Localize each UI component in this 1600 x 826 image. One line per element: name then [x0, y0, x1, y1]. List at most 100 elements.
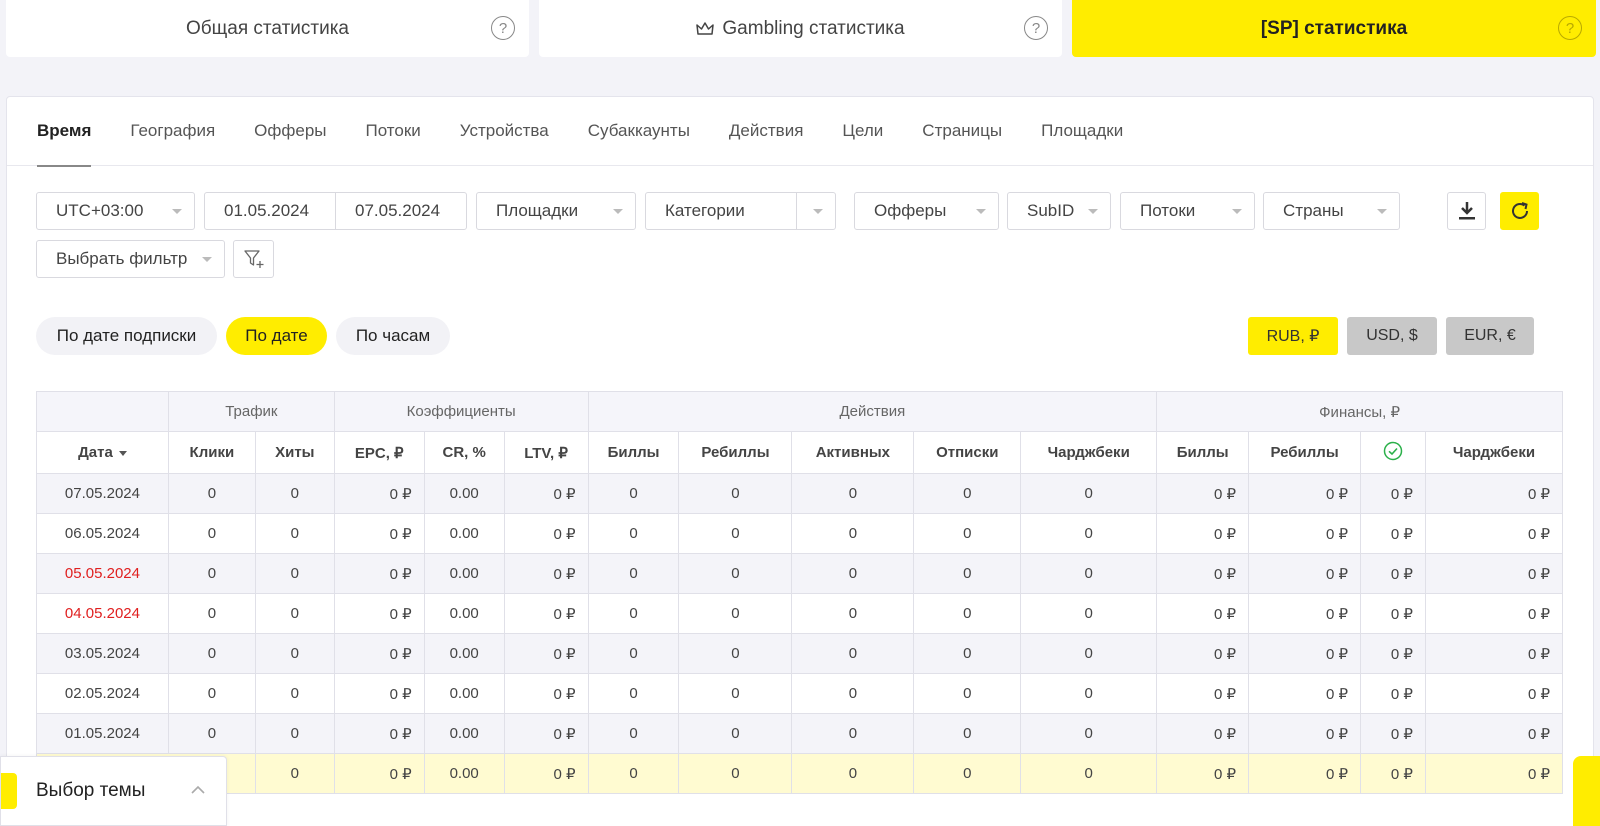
table-cell: 0 — [678, 593, 793, 634]
side-widget-tab[interactable] — [1573, 756, 1600, 826]
currency-eur-button[interactable]: EUR, € — [1446, 317, 1534, 355]
table-row: 06.05.2024 0 0 0 ₽0.00 0 ₽0 0 0 0 0 0 ₽0 ₽0 ₽0 ₽ — [36, 513, 1564, 554]
platforms-value: Площадки — [496, 201, 579, 220]
table-row: 07.05.2024 0 0 0 ₽0.00 0 ₽0 0 0 0 0 0 ₽0 ₽0 ₽0 ₽ — [36, 473, 1564, 514]
table-cell: 0 — [678, 473, 793, 514]
cell-date: 04.05.2024 — [36, 593, 169, 634]
currency-usd-button[interactable]: USD, $ — [1347, 317, 1437, 355]
table-cell: 0 — [913, 553, 1022, 594]
countries-value: Страны — [1283, 201, 1344, 220]
table-cell: 0 — [167, 673, 256, 714]
col-chargebacks[interactable]: Чарджбеки — [1020, 431, 1158, 474]
col-cr[interactable]: CR, % — [423, 431, 505, 474]
table-cell: 0 ₽ — [1156, 713, 1250, 754]
chevron-up-icon[interactable] — [190, 785, 206, 795]
table-cell: 0 ₽ — [1360, 513, 1426, 554]
table-cell: 0 ₽ — [503, 553, 589, 594]
timezone-value: UTC+03:00 — [56, 201, 144, 220]
subtab-actions[interactable]: Действия — [728, 121, 804, 140]
table-cell: 0 — [1020, 673, 1158, 714]
subtab-offers[interactable]: Офферы — [254, 121, 327, 140]
col-bills[interactable]: Биллы — [587, 431, 680, 474]
group-by-subscription-date[interactable]: По дате подписки — [36, 317, 217, 355]
col-active[interactable]: Активных — [791, 431, 915, 474]
table-row: 02.05.2024 0 0 0 ₽0.00 0 ₽0 0 0 0 0 0 ₽0 ₽0 ₽0 ₽ — [36, 673, 1564, 714]
subid-select[interactable]: SubID — [1007, 192, 1111, 230]
subtab-goals[interactable]: Цели — [842, 121, 884, 140]
col-fin-rebills[interactable]: Ребиллы — [1248, 431, 1362, 474]
refresh-icon — [1511, 202, 1528, 219]
refresh-button[interactable] — [1500, 192, 1539, 230]
table-cell: 0 — [791, 473, 915, 514]
theme-selector-label: Выбор темы — [36, 780, 146, 801]
tab-sp-stats[interactable]: [SP] статистика ? — [1072, 0, 1596, 57]
date-to-value: 07.05.2024 — [355, 201, 441, 220]
table-cell: 0 ₽ — [1248, 593, 1362, 634]
check-circle-icon — [1383, 441, 1403, 460]
total-cell: 0.00 — [423, 753, 505, 794]
help-icon[interactable]: ? — [1558, 16, 1582, 40]
total-cell: 0 — [587, 753, 680, 794]
group-actions: Действия — [587, 391, 1158, 432]
tab-label: [SP] статистика — [1260, 17, 1408, 39]
col-fin-chargebacks[interactable]: Чарджбеки — [1424, 431, 1564, 474]
theme-selector[interactable]: Выбор темы — [0, 756, 227, 826]
table-cell: 0 ₽ — [1360, 633, 1426, 674]
table-cell: 0.00 — [423, 593, 505, 634]
table-cell: 0 ₽ — [1156, 673, 1250, 714]
subtab-subaccounts[interactable]: Субаккаунты — [587, 121, 690, 140]
date-to-input[interactable]: 07.05.2024 — [335, 192, 467, 230]
col-epc[interactable]: EPC, ₽ — [333, 431, 425, 474]
table-cell: 0 ₽ — [1248, 513, 1362, 554]
total-cell: 0 ₽ — [1360, 753, 1426, 794]
table-cell: 0 ₽ — [333, 633, 425, 674]
col-ltv[interactable]: LTV, ₽ — [503, 431, 589, 474]
table-cell: 0 — [254, 513, 335, 554]
table-cell: 0 ₽ — [1248, 553, 1362, 594]
total-cell: 0 ₽ — [1424, 753, 1564, 794]
table-cell: 0 ₽ — [1248, 633, 1362, 674]
offers-select[interactable]: Офферы — [854, 192, 999, 230]
add-filter-button[interactable] — [233, 240, 274, 278]
cell-date: 06.05.2024 — [36, 513, 169, 554]
help-icon[interactable]: ? — [491, 16, 515, 40]
countries-select[interactable]: Страны — [1263, 192, 1400, 230]
col-unsubscribes[interactable]: Отписки — [913, 431, 1022, 474]
subtab-devices[interactable]: Устройства — [459, 121, 549, 140]
timezone-select[interactable]: UTC+03:00 — [36, 192, 195, 230]
table-cell: 0 — [587, 513, 680, 554]
table-cell: 0 — [587, 553, 680, 594]
currency-rub-button[interactable]: RUB, ₽ — [1248, 317, 1338, 355]
col-rebills[interactable]: Ребиллы — [678, 431, 793, 474]
group-by-hours[interactable]: По часам — [336, 317, 450, 355]
table-cell: 0 ₽ — [1156, 593, 1250, 634]
table-cell: 0 — [254, 473, 335, 514]
table-cell: 0.00 — [423, 473, 505, 514]
help-icon[interactable]: ? — [1024, 16, 1048, 40]
download-button[interactable] — [1447, 192, 1486, 230]
subtab-streams[interactable]: Потоки — [365, 121, 421, 140]
col-clicks[interactable]: Клики — [167, 431, 256, 474]
subtab-pages[interactable]: Страницы — [922, 121, 1003, 140]
categories-select[interactable]: Категории — [645, 192, 836, 230]
subtab-geography[interactable]: География — [130, 121, 216, 140]
table-cell: 0 — [587, 473, 680, 514]
stats-panel: Время География Офферы Потоки Устройства… — [6, 96, 1594, 826]
col-fin-bills[interactable]: Биллы — [1156, 431, 1250, 474]
table-cell: 0 ₽ — [333, 473, 425, 514]
subtab-time[interactable]: Время — [37, 97, 92, 167]
table-cell: 0 — [254, 553, 335, 594]
group-ratios: Коэффициенты — [333, 391, 589, 432]
subtab-platforms[interactable]: Площадки — [1041, 121, 1124, 140]
streams-select[interactable]: Потоки — [1120, 192, 1255, 230]
tab-general-stats[interactable]: Общая статистика ? — [6, 0, 529, 57]
date-from-input[interactable]: 01.05.2024 — [204, 192, 336, 230]
col-date[interactable]: Дата — [36, 431, 169, 474]
platforms-select[interactable]: Площадки — [476, 192, 636, 230]
col-fin-check[interactable] — [1360, 431, 1426, 474]
tab-gambling-stats[interactable]: Gambling статистика ? — [539, 0, 1062, 57]
group-by-date[interactable]: По дате — [226, 317, 327, 355]
choose-filter-select[interactable]: Выбрать фильтр — [36, 240, 225, 278]
col-hits[interactable]: Хиты — [254, 431, 335, 474]
